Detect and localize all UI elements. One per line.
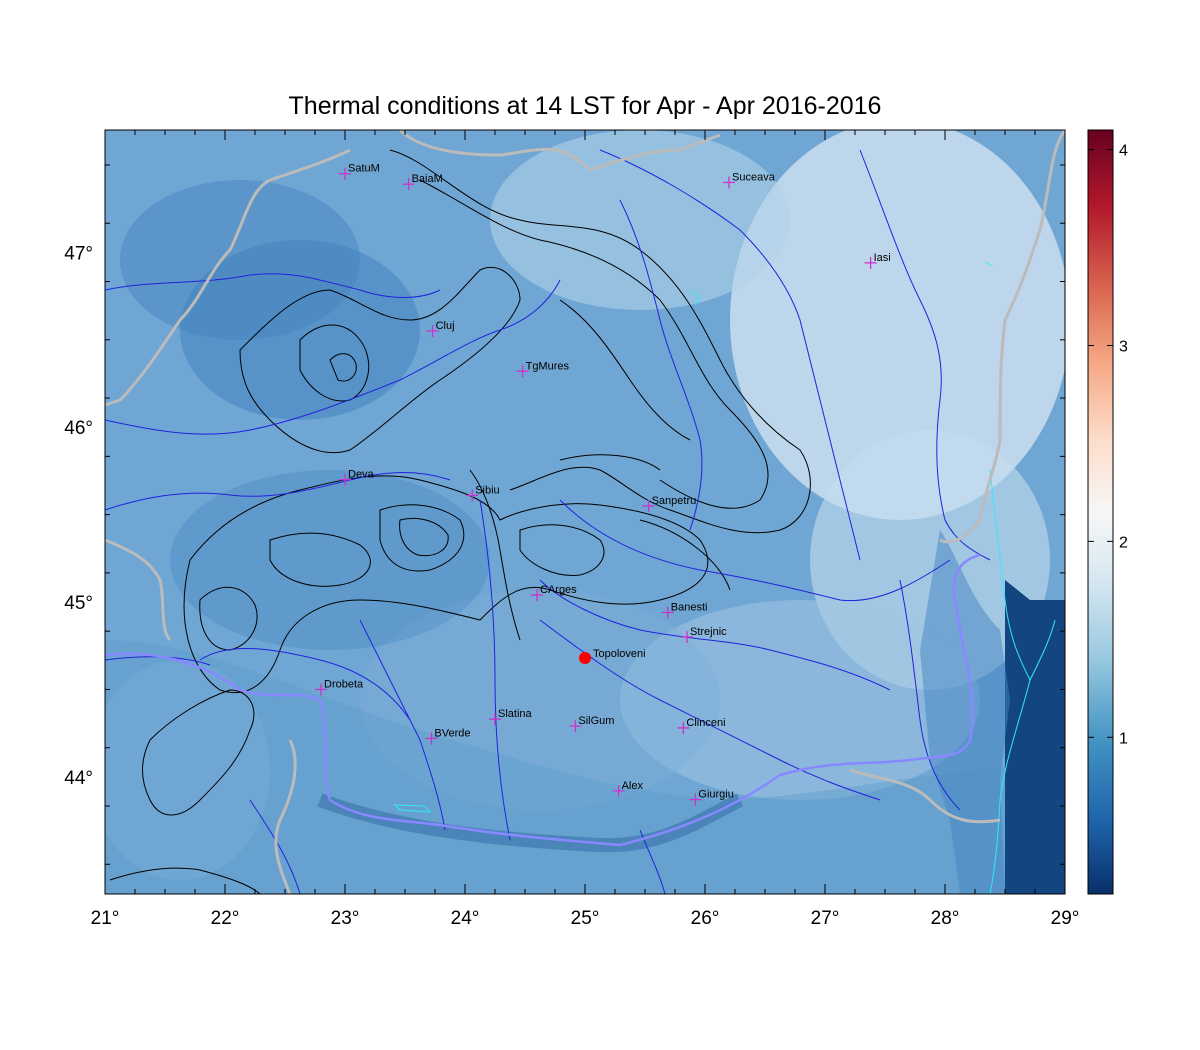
city-label: Deva — [348, 469, 375, 481]
lon-tick-label: 22° — [211, 908, 240, 929]
colorbar-tick-label: 2 — [1119, 534, 1128, 551]
colorbar-ticks: 1 2 3 4 — [1088, 143, 1128, 747]
city-marker: Cluj — [426, 320, 455, 338]
city-label: Cluj — [436, 320, 455, 332]
city-label: Suceava — [732, 171, 776, 183]
city-marker: TgMures — [516, 360, 570, 378]
city-marker: Suceava — [723, 171, 776, 189]
city-label: BaiaM — [412, 173, 443, 185]
city-marker: BaiaM — [402, 173, 443, 191]
city-label: Clinceni — [686, 717, 725, 729]
lon-tick-label: 29° — [1051, 908, 1080, 929]
city-label: Strejnic — [690, 626, 727, 638]
city-label: Slatina — [498, 708, 533, 720]
city-label: Iasi — [874, 252, 891, 264]
city-label: BVerde — [434, 727, 470, 739]
city-marker: Sanpetru — [642, 495, 697, 512]
colorbar-tick-label: 4 — [1119, 143, 1128, 160]
city-marker: Alex — [612, 780, 644, 797]
lat-tick-label: 47° — [64, 243, 93, 264]
city-marker: SatuM — [339, 163, 380, 180]
country-borders — [105, 130, 1065, 894]
lon-tick-label: 27° — [811, 908, 840, 929]
red-dot-icon — [579, 651, 591, 664]
axis-ticks — [104, 130, 1066, 894]
city-label: SilGum — [578, 715, 614, 727]
colorbar: 1 2 3 4 — [1087, 129, 1128, 895]
colorbar-tick-label: 3 — [1119, 338, 1128, 355]
city-marker: CArges — [531, 584, 577, 602]
highlight-marker: Topoloveni — [579, 648, 646, 664]
city-marker: Strejnic — [681, 626, 727, 644]
city-label: Banesti — [671, 602, 708, 614]
city-label: CArges — [540, 584, 577, 596]
lat-tick-label: 45° — [64, 593, 93, 614]
rivers — [105, 149, 991, 894]
city-marker: BVerde — [425, 727, 470, 745]
map-area — [105, 130, 1065, 894]
chart-title: Thermal conditions at 14 LST for Apr - A… — [288, 92, 882, 120]
lon-tick-label: 21° — [91, 908, 120, 929]
city-marker: Giurgiu — [689, 789, 734, 806]
city-marker: Banesti — [661, 602, 708, 619]
city-label: Giurgiu — [698, 789, 733, 801]
city-label: Sibiu — [475, 484, 499, 496]
highlight-label: Topoloveni — [593, 648, 646, 660]
elevation-contours — [109, 149, 811, 894]
city-label: Sanpetru — [652, 495, 697, 507]
city-marker: Clinceni — [677, 717, 726, 734]
city-marker: SilGum — [569, 715, 614, 733]
colorbar-scale — [1087, 129, 1114, 895]
lon-tick-label: 23° — [331, 908, 360, 929]
lon-tick-label: 25° — [571, 908, 600, 929]
colorbar-tick-label: 1 — [1119, 730, 1128, 747]
city-marker: Drobeta — [315, 678, 364, 696]
lon-tick-label: 24° — [451, 908, 480, 929]
city-label: SatuM — [348, 163, 380, 175]
lon-tick-label: 26° — [691, 908, 720, 929]
lat-tick-label: 46° — [64, 418, 93, 439]
city-label: Drobeta — [324, 678, 364, 690]
lat-tick-label: 44° — [64, 768, 93, 789]
city-label: TgMures — [526, 360, 570, 372]
city-marker: Iasi — [864, 252, 891, 269]
city-marker: Slatina — [489, 708, 533, 726]
thermal-shading — [105, 130, 1065, 894]
city-label: Alex — [622, 780, 644, 792]
lon-tick-label: 28° — [931, 908, 960, 929]
coastline-and-lakes — [393, 261, 1056, 894]
city-marker: Deva — [339, 469, 375, 486]
axis-tick-labels: 21° 22° 23° 24° 25° 26° 27° 28° 29° 44° 45° 46° 47° — [64, 243, 1079, 929]
city-markers: SatuM BaiaM Suceava Iasi Cluj TgMures Deva Sibi… — [315, 163, 891, 806]
city-marker: Sibiu — [466, 484, 500, 502]
